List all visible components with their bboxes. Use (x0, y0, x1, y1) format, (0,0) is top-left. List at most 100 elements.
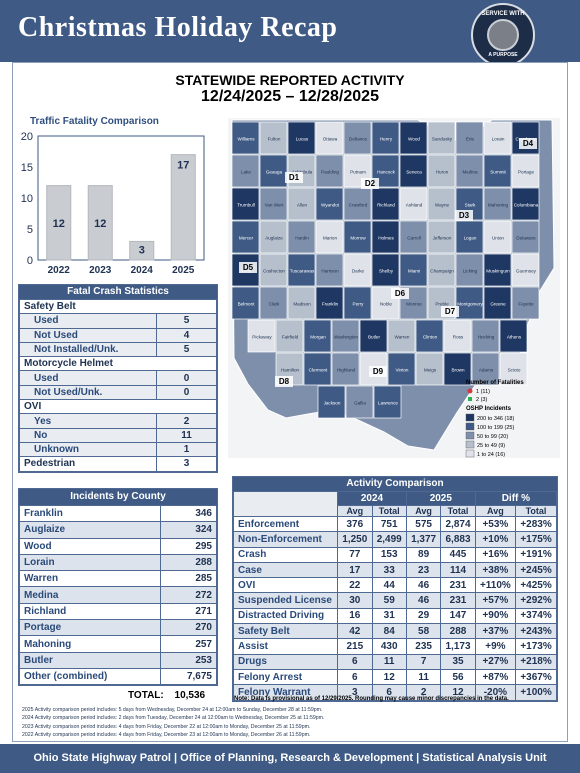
crash-stat-value: 5 (156, 341, 217, 358)
crash-stat-value: 5 (156, 313, 217, 329)
activity-total-2025: 231 (440, 577, 476, 594)
incidents-legend: 200 to 346 (18) 100 to 199 (25) 50 to 99 (… (465, 413, 514, 458)
county-row: Butler 253 (19, 651, 217, 669)
county-map-label: Auglaize (265, 236, 283, 241)
activity-avg-2025: 7 (405, 653, 442, 670)
county-map-label: Carroll (407, 236, 421, 241)
county-tile (303, 352, 332, 386)
county-incidents: 270 (160, 619, 217, 637)
county-tile (315, 121, 344, 155)
county-map-label: Williams (237, 137, 255, 142)
incident-legend-label: 200 to 346 (18) (477, 416, 514, 422)
crash-stat-value: 2 (156, 413, 217, 429)
county-name: Franklin (19, 504, 161, 523)
county-row: Franklin 346 (19, 504, 217, 523)
county-map-label: Athens (507, 335, 522, 340)
county-map-label: Greene (490, 302, 506, 307)
county-map-label: Noble (380, 302, 392, 307)
county-tile (343, 220, 372, 254)
activity-total-diff: +374% (515, 607, 557, 625)
county-map-label: Montgomery (457, 302, 483, 307)
county-map-label: Warren (395, 335, 410, 340)
activity-total-diff: +243% (515, 623, 557, 640)
fatal-crash-title: Fatal Crash Statistics (19, 285, 217, 299)
district-label-D8: D8 (279, 377, 290, 386)
county-map-label: Ashland (406, 203, 423, 208)
county-row: Other (combined) 7,675 (19, 667, 217, 686)
county-map-label: Summit (490, 170, 506, 175)
county-name: Portage (19, 619, 161, 637)
activity-category: Drugs (232, 653, 339, 670)
county-incidents: 271 (160, 602, 217, 621)
county-tile (427, 154, 456, 188)
activity-row: Felony Arrest 6 12 11 56 +87% +367% (232, 668, 557, 686)
county-map-label: Clinton (423, 335, 438, 340)
activity-total-diff: +173% (515, 638, 557, 655)
activity-avg-2025: 46 (405, 592, 442, 609)
county-incidents: 253 (160, 651, 217, 669)
county-map-label: Perry (353, 302, 365, 307)
county-map-label: Wayne (435, 203, 450, 208)
county-tile (231, 154, 260, 188)
county-map-label: Washington (334, 335, 359, 340)
activity-avg-2025: 1,377 (405, 531, 442, 548)
crash-stat-row: Yes 2 (19, 413, 217, 429)
fatality-bar-chart: 0 5 10 15 20 12 2022 12 2023 3 2024 17 2025 (21, 131, 205, 276)
county-map-label: Lucas (296, 137, 309, 142)
sub-header-avg-diff: Avg (474, 505, 517, 517)
activity-avg-diff: +87% (474, 668, 517, 686)
activity-avg-diff: +9% (474, 638, 517, 655)
activity-avg-2025: 89 (405, 546, 442, 563)
county-tile (455, 286, 484, 320)
activity-avg-diff: +90% (474, 607, 517, 625)
activity-avg-2024: 77 (337, 546, 373, 563)
x-tick-label: 2023 (89, 265, 112, 276)
county-tile (455, 154, 484, 188)
bar-2024 (129, 240, 155, 261)
county-tile (287, 220, 316, 254)
county-map-label: Lorain (492, 137, 505, 142)
county-tile (231, 220, 260, 254)
county-map-label: Union (492, 236, 504, 241)
county-map-label: Richland (377, 203, 395, 208)
x-tick-label: 2024 (131, 265, 154, 276)
county-tile (373, 385, 402, 419)
county-tile (399, 154, 428, 188)
activity-total-2025: 288 (440, 623, 476, 640)
county-map-label: Jefferson (433, 236, 452, 241)
activity-avg-2024: 3 (337, 684, 373, 701)
county-tile (315, 253, 344, 287)
county-tile (287, 121, 316, 155)
county-map-label: Scioto (508, 368, 521, 373)
county-name: Medina (19, 586, 161, 604)
district-label-D9: D9 (373, 367, 384, 376)
county-map-label: Jackson (324, 401, 341, 406)
county-tile (259, 286, 288, 320)
crash-stat-value: 1 (156, 441, 217, 458)
county-map-label: Paulding (321, 170, 339, 175)
county-map-label: Fairfield (282, 335, 299, 340)
county-map-label: Mercer (239, 236, 254, 241)
county-map-label: Licking (463, 269, 478, 274)
activity-total-2025: 445 (440, 546, 476, 563)
district-label-D6: D6 (395, 289, 406, 298)
county-map-label: Crawford (349, 203, 368, 208)
county-panel-title: Incidents by County (19, 489, 217, 505)
county-name: Other (combined) (19, 667, 161, 686)
county-row: Mahoning 257 (19, 635, 217, 653)
map-legend: Number of Fatalities 1 (11) 2 (3) OSHP I… (465, 380, 524, 458)
footer-banner: Ohio State Highway Patrol | Office of Pl… (0, 744, 580, 773)
crash-stat-label: Not Installed/Unk. (19, 341, 157, 358)
crash-stat-label: Unknown (19, 441, 157, 458)
county-map-label: Ross (453, 335, 464, 340)
activity-avg-diff: +27% (474, 653, 517, 670)
activity-total-2024: 84 (371, 623, 407, 640)
activity-total-2025: 2,874 (440, 515, 476, 533)
county-tile (315, 220, 344, 254)
activity-total-diff: +283% (515, 515, 557, 533)
crash-stat-row: Used 5 (19, 313, 217, 329)
county-map-label: Preble (435, 302, 449, 307)
activity-avg-2024: 16 (337, 607, 373, 625)
activity-category: OVI (232, 577, 339, 594)
activity-avg-2024: 6 (337, 653, 373, 670)
